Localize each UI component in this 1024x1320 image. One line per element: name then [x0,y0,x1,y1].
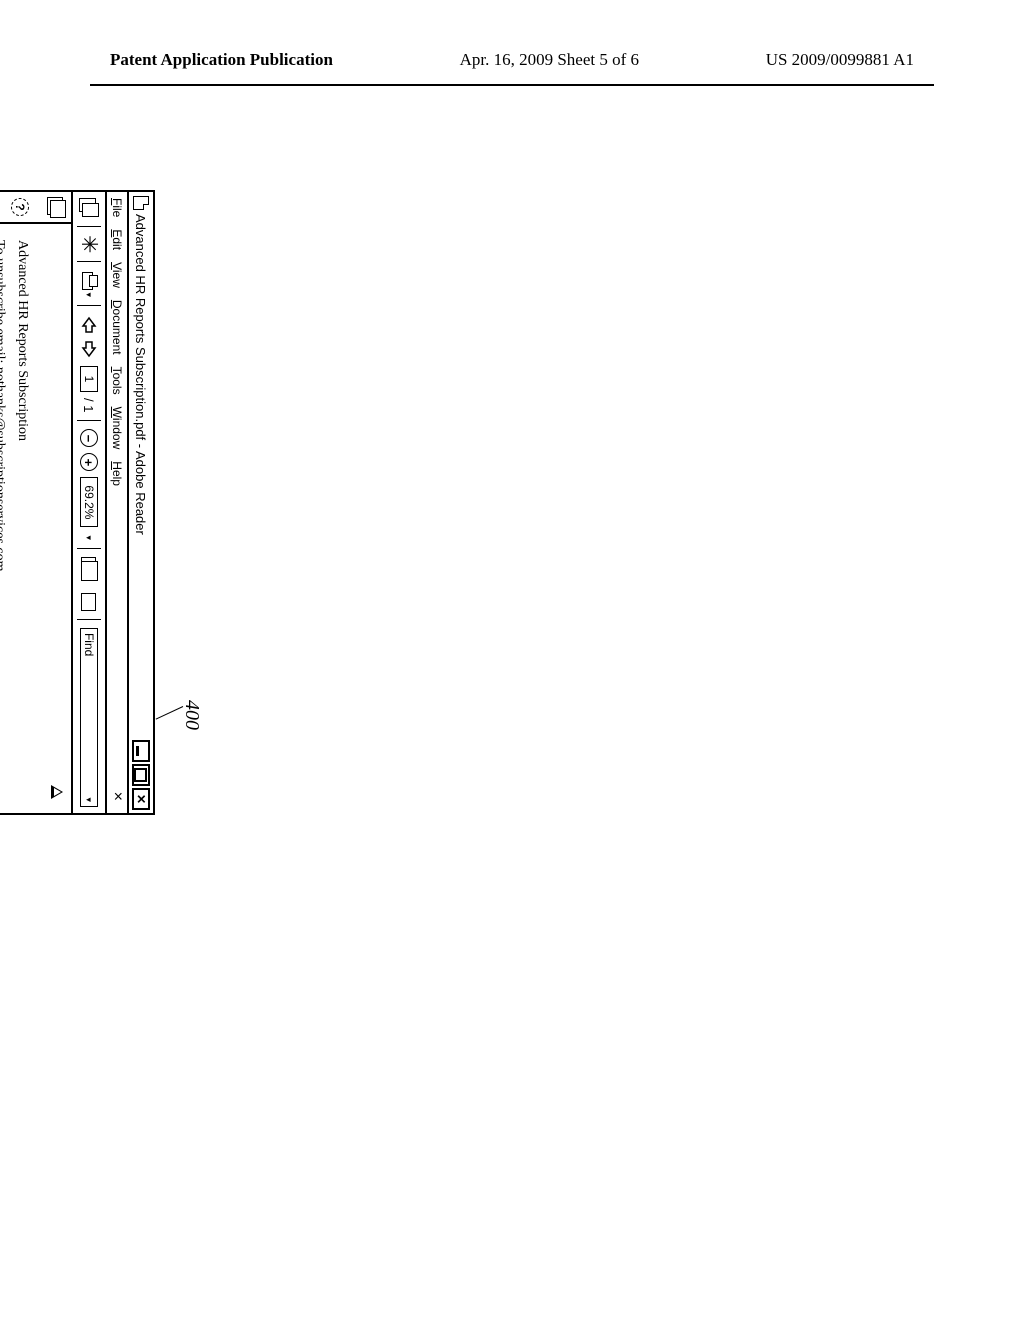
find-input[interactable]: Find ▾ [80,628,98,807]
zoom-dropdown-icon[interactable]: ▾ [84,535,95,540]
toolbar: ✳ ▾ 1 / 1 − + 69.2% ▾ [71,192,105,813]
header-rule [90,84,934,86]
window-title: Advanced HR Reports Subscription.pdf - A… [134,214,149,535]
fit-page-button[interactable] [82,557,97,575]
fit-width-button[interactable] [82,593,97,611]
document-body: Advanced HR Reports Subscription To unsu… [0,234,41,803]
prev-page-button[interactable] [81,314,97,334]
header-center: Apr. 16, 2009 Sheet 5 of 6 [460,50,639,70]
menu-edit[interactable]: Edit [110,229,124,250]
app-window: Advanced HR Reports Subscription.pdf - A… [0,190,155,815]
header-left: Patent Application Publication [110,50,333,70]
menubar-close-icon[interactable]: × [108,792,126,807]
menu-help[interactable]: Help [110,461,124,486]
callout-402: 402 [0,616,1,642]
toolbar-separator [77,420,101,421]
help-icon[interactable]: ? [11,198,29,216]
next-page-button[interactable] [81,340,97,360]
pages-thumbnail-icon[interactable] [47,197,65,217]
minimize-button[interactable] [132,740,150,762]
toolbar-separator [77,261,101,262]
find-dropdown-icon[interactable]: ▾ [84,797,95,802]
menubar: File Edit View Document Tools Window Hel… [105,192,127,813]
toolbar-separator [77,548,101,549]
header-right: US 2009/0099881 A1 [766,50,914,70]
menu-view[interactable]: View [110,262,124,288]
print-button[interactable]: ▾ [77,270,101,297]
toolbar-separator [77,305,101,306]
pages-panel-button[interactable] [77,198,101,218]
zoom-in-button[interactable]: + [80,453,98,471]
toolbar-separator [77,226,101,227]
left-rail: ? [0,192,71,224]
toolbar-separator [77,619,101,620]
close-button[interactable]: ✕ [132,788,150,810]
titlebar: Advanced HR Reports Subscription.pdf - A… [127,192,153,813]
menu-tools[interactable]: Tools [110,367,124,395]
maximize-button[interactable] [132,764,150,786]
document-icon [133,196,149,210]
tools-button[interactable]: ✳ [77,235,101,253]
zoom-level-input[interactable]: 69.2% [80,477,98,527]
doc-title-line: Advanced HR Reports Subscription [12,240,31,797]
page-total-label: / 1 [82,398,97,412]
zoom-out-button[interactable]: − [80,429,98,447]
doc-unsubscribe-line: To unsubscribe email: nothanks@subscript… [0,240,8,797]
scroll-up-button[interactable] [51,785,63,799]
find-placeholder: Find [82,633,96,656]
menu-document[interactable]: Document [110,300,124,355]
callout-400: 400 [180,700,203,730]
page-number-input[interactable]: 1 [80,366,98,392]
document-area: Advanced HR Reports Subscription To unsu… [0,224,71,813]
menu-file[interactable]: File [110,198,124,217]
menu-window[interactable]: Window [110,407,124,450]
